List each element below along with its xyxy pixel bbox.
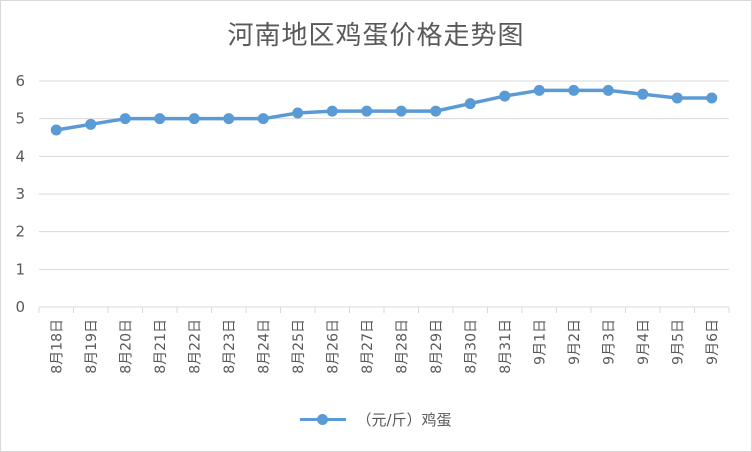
data-point (50, 124, 62, 136)
data-point (671, 92, 683, 104)
x-tick-label: 9月6日 (705, 319, 721, 365)
y-tick-label: 6 (15, 72, 25, 90)
data-point (223, 113, 235, 125)
x-tick-label: 9月1日 (532, 319, 548, 365)
data-point (464, 98, 476, 110)
x-tick-label: 8月29日 (429, 319, 445, 374)
x-tick-label: 9月4日 (636, 319, 652, 365)
series-line (54, 88, 714, 132)
data-point (257, 113, 269, 125)
data-point (499, 90, 511, 102)
x-tick-label: 8月23日 (222, 319, 238, 374)
data-point (154, 113, 166, 125)
x-tick-label: 8月25日 (291, 319, 307, 374)
data-point (430, 105, 442, 117)
x-tick-label: 8月22日 (187, 319, 203, 374)
x-tick-label: 8月26日 (325, 319, 341, 374)
data-point (119, 113, 131, 125)
x-tick-label: 8月28日 (394, 319, 410, 374)
x-tick-label: 8月30日 (463, 319, 479, 374)
line-chart: 0 1 2 3 4 5 6 8月18日 8月19日 8月20日 8月21日 8月22日 8月23日 8月2… (15, 72, 730, 374)
data-point (533, 84, 545, 96)
data-point (188, 113, 200, 125)
chart-title: 河南地区鸡蛋价格走势图 (227, 21, 525, 51)
x-tick-label: 8月19日 (84, 319, 100, 374)
x-tick-label: 8月27日 (360, 319, 376, 374)
data-point (85, 118, 97, 130)
data-point (602, 84, 614, 96)
x-tick-label: 8月31日 (498, 319, 514, 374)
x-tick-label: 8月18日 (49, 319, 65, 374)
y-tick-label: 3 (15, 185, 25, 203)
data-point (568, 84, 580, 96)
legend-label: （元/斤）鸡蛋 (356, 411, 452, 429)
x-tick-label: 8月20日 (118, 319, 134, 374)
data-point (361, 105, 373, 117)
data-point (292, 107, 304, 119)
x-tick-label: 9月5日 (670, 319, 686, 365)
y-tick-label: 4 (15, 147, 25, 165)
y-tick-label: 2 (15, 223, 25, 241)
data-point (326, 105, 338, 117)
y-tick-label: 1 (15, 260, 25, 278)
data-point (637, 88, 649, 100)
y-tick-label: 0 (15, 298, 25, 316)
x-tick-label: 8月21日 (153, 319, 169, 374)
legend-marker (300, 413, 347, 426)
chart-legend: （元/斤）鸡蛋 (1, 409, 751, 430)
x-tick-label: 8月24日 (256, 319, 272, 374)
x-tick-label: 9月3日 (601, 319, 617, 365)
data-point (706, 92, 718, 104)
x-tick-label: 9月2日 (567, 319, 583, 365)
data-point (395, 105, 407, 117)
y-tick-label: 5 (15, 110, 25, 128)
